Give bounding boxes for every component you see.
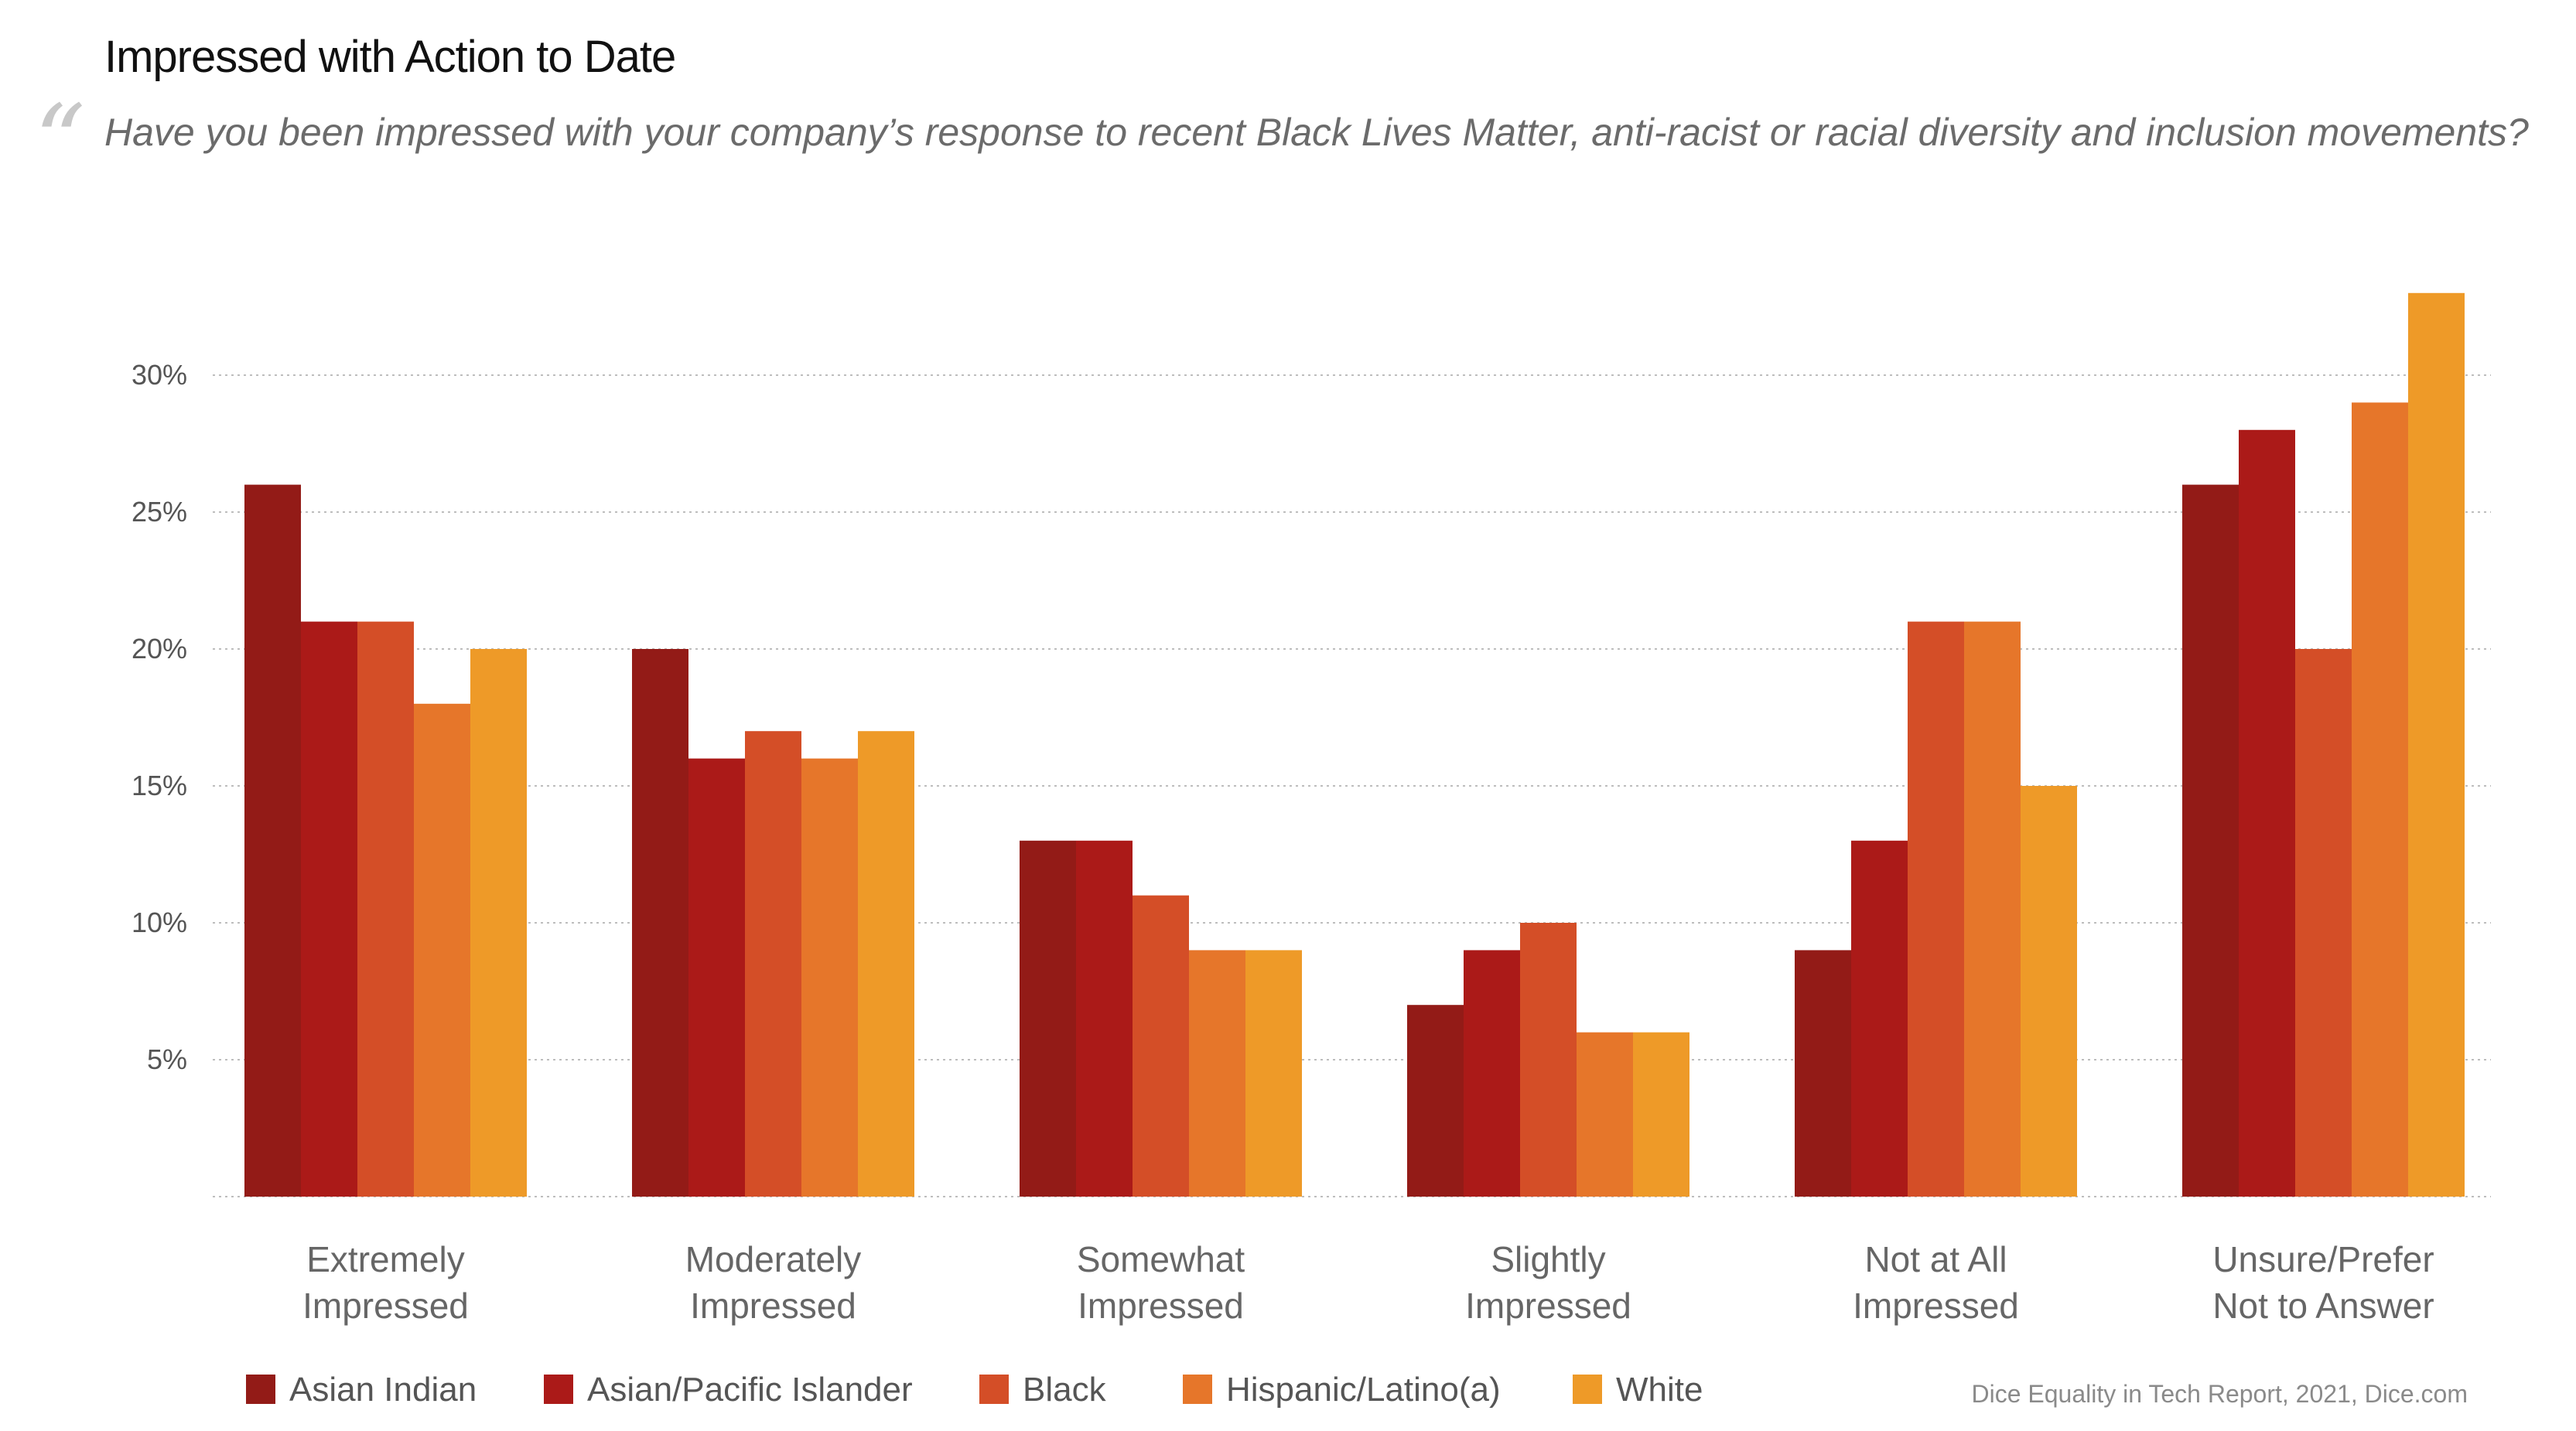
bar bbox=[1795, 950, 1851, 1197]
bar bbox=[1851, 840, 1908, 1197]
bar bbox=[244, 484, 301, 1197]
category-label: Extremely Impressed bbox=[302, 1239, 469, 1326]
chart-title: Impressed with Action to Date bbox=[104, 32, 676, 82]
y-axis-ticks: 5% 10% 15% 20% 25% 30% bbox=[132, 359, 187, 1075]
bar bbox=[2295, 649, 2352, 1197]
category-label: Unsure/Prefer Not to Answer bbox=[2212, 1239, 2434, 1326]
y-tick-label: 10% bbox=[132, 907, 187, 938]
x-axis-categories: Extremely Impressed Moderately Impressed Som… bbox=[302, 1239, 2434, 1326]
bar bbox=[2182, 484, 2239, 1197]
legend: Asian Indian Asian/Pacific Islander Black H… bbox=[246, 1371, 1703, 1409]
bar bbox=[2239, 429, 2295, 1197]
y-tick-label: 20% bbox=[132, 633, 187, 664]
legend-swatch bbox=[246, 1375, 275, 1404]
y-tick-label: 25% bbox=[132, 496, 187, 528]
bar bbox=[470, 649, 527, 1197]
legend-label: White bbox=[1616, 1371, 1703, 1409]
bar bbox=[1245, 950, 1302, 1197]
bar bbox=[801, 758, 858, 1197]
bar bbox=[301, 621, 357, 1197]
source-note: Dice Equality in Tech Report, 2021, Dice… bbox=[1971, 1380, 2468, 1408]
bar bbox=[1020, 840, 1076, 1197]
bar bbox=[745, 731, 801, 1197]
legend-swatch bbox=[1573, 1375, 1602, 1404]
category-label: Slightly Impressed bbox=[1465, 1239, 1631, 1326]
legend-label: Asian/Pacific Islander bbox=[587, 1371, 913, 1409]
legend-swatch bbox=[544, 1375, 573, 1404]
bar bbox=[2408, 292, 2465, 1197]
bar bbox=[632, 649, 688, 1197]
bar bbox=[1464, 950, 1520, 1197]
bar bbox=[357, 621, 414, 1197]
legend-swatch bbox=[979, 1375, 1009, 1404]
bar bbox=[1133, 895, 1189, 1197]
legend-swatch bbox=[1183, 1375, 1212, 1404]
bar bbox=[2021, 786, 2077, 1197]
quote-icon: “ bbox=[34, 83, 86, 200]
bar bbox=[1633, 1032, 1689, 1197]
bar bbox=[1407, 1005, 1464, 1197]
y-tick-label: 30% bbox=[132, 359, 187, 391]
bar bbox=[1964, 621, 2021, 1197]
category-label: Moderately Impressed bbox=[685, 1239, 862, 1326]
bar bbox=[2352, 402, 2408, 1197]
bar bbox=[414, 703, 470, 1197]
y-tick-label: 15% bbox=[132, 770, 187, 801]
category-label: Somewhat Impressed bbox=[1077, 1239, 1245, 1326]
bar bbox=[1908, 621, 1964, 1197]
bar bbox=[688, 758, 745, 1197]
chart-question: Have you been impressed with your compan… bbox=[104, 111, 2529, 154]
legend-label: Black bbox=[1023, 1371, 1107, 1409]
bar bbox=[1189, 950, 1245, 1197]
bar bbox=[1577, 1032, 1633, 1197]
bars bbox=[244, 292, 2465, 1197]
legend-label: Hispanic/Latino(a) bbox=[1226, 1371, 1501, 1409]
y-tick-label: 5% bbox=[147, 1043, 187, 1075]
bar bbox=[1076, 840, 1133, 1197]
legend-label: Asian Indian bbox=[289, 1371, 477, 1409]
category-label: Not at All Impressed bbox=[1853, 1239, 2019, 1326]
bar bbox=[858, 731, 914, 1197]
bar bbox=[1520, 923, 1577, 1197]
gridlines bbox=[213, 374, 2491, 1197]
